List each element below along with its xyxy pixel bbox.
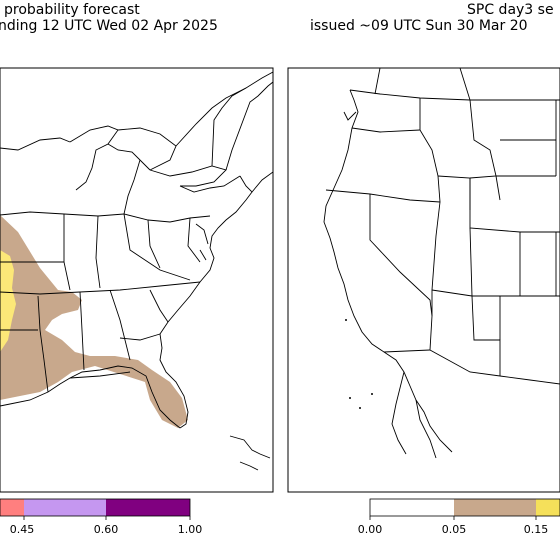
left-colorbar-segment-2	[106, 499, 190, 516]
left-title-line1: probability forecast	[4, 2, 140, 18]
left-title-line2: nding 12 UTC Wed 02 Apr 2025	[0, 18, 218, 34]
left-colorbar-segment-0	[0, 499, 24, 516]
right-colorbar	[369, 498, 560, 520]
left-map	[0, 67, 274, 493]
right-colorbar-segment-0	[370, 499, 454, 516]
right-colorbar-segment-2	[536, 499, 560, 516]
left-colorbar-segment-1	[24, 499, 106, 516]
right-title-line2: issued ~09 UTC Sun 30 Mar 20	[310, 18, 528, 34]
left-colorbar	[0, 498, 191, 520]
right-colorbar-tick-2: 0.15	[523, 523, 549, 536]
right-colorbar-tick-0: 0.00	[357, 523, 383, 536]
left-colorbar-tick-1: 0.60	[93, 523, 119, 536]
right-title-line1: SPC day3 se	[467, 2, 554, 18]
left-colorbar-tick-0: 0.45	[9, 523, 35, 536]
right-colorbar-segment-1	[454, 499, 536, 516]
right-map	[287, 67, 560, 493]
right-colorbar-tick-1: 0.05	[441, 523, 467, 536]
left-forecast-mid-area	[0, 250, 16, 352]
left-forecast-low-area	[0, 215, 188, 428]
left-colorbar-tick-2: 1.00	[177, 523, 203, 536]
